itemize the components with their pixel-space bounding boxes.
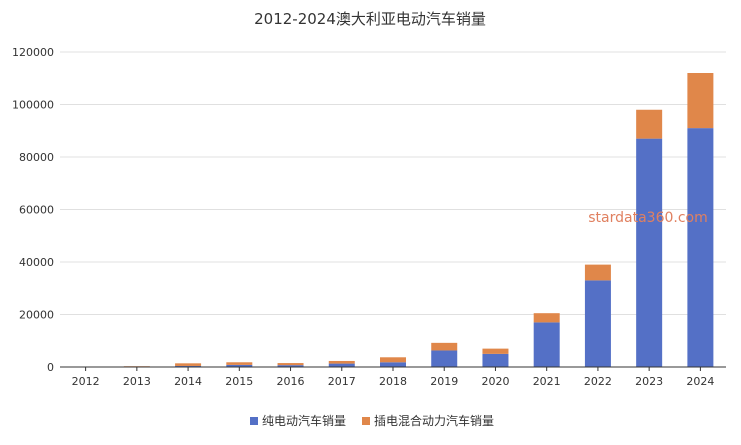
x-tick-label: 2015 xyxy=(225,375,253,388)
bar-bev-2020 xyxy=(482,353,509,367)
bar-phev-2016 xyxy=(277,363,304,366)
y-tick-label: 120000 xyxy=(12,46,54,59)
bar-bev-2023 xyxy=(636,138,663,367)
x-tick-label: 2016 xyxy=(277,375,305,388)
x-tick-label: 2017 xyxy=(328,375,356,388)
bar-bev-2022 xyxy=(584,280,611,367)
bar-bev-2019 xyxy=(431,350,458,367)
x-tick-label: 2022 xyxy=(584,375,612,388)
y-tick-label: 60000 xyxy=(19,204,54,217)
bar-bev-2017 xyxy=(328,363,355,367)
chart-title: 2012-2024澳大利亚电动汽车销量 xyxy=(254,10,486,28)
bar-bev-2018 xyxy=(380,362,406,367)
bar-phev-2020 xyxy=(482,348,509,354)
bar-bev-2016 xyxy=(277,365,304,367)
axis-layer: 0 20000 40000 60000 80000 100000 120000 2012 201… xyxy=(12,46,726,388)
y-tick-label: 100000 xyxy=(12,99,54,112)
x-tick-label: 2019 xyxy=(430,375,458,388)
bar-phev-2023 xyxy=(636,109,663,139)
bar-phev-2024 xyxy=(687,73,714,129)
bar-bev-2014 xyxy=(175,365,202,367)
legend-swatch-0 xyxy=(250,417,258,425)
x-tick-label: 2024 xyxy=(686,375,714,388)
bar-bev-2015 xyxy=(226,364,253,367)
x-tick-label: 2023 xyxy=(635,375,663,388)
bar-phev-2017 xyxy=(328,360,355,364)
bar-phev-2022 xyxy=(584,264,611,281)
legend-swatch-1 xyxy=(362,417,370,425)
bar-phev-2015 xyxy=(226,362,253,365)
y-tick-label: 20000 xyxy=(19,309,54,322)
x-tick-label: 2020 xyxy=(481,375,509,388)
y-tick-label: 0 xyxy=(47,361,54,374)
x-tick-label: 2012 xyxy=(72,375,100,388)
x-tick-label: 2021 xyxy=(533,375,561,388)
legend: 纯电动汽车销量 插电混合动力汽车销量 xyxy=(250,413,494,428)
watermark: stardata360.com xyxy=(588,210,707,226)
bar-phev-2021 xyxy=(533,313,560,323)
bar-phev-2018 xyxy=(380,357,406,363)
bar-bev-2024 xyxy=(687,128,714,367)
bar-phev-2014 xyxy=(175,363,202,366)
bar-phev-2019 xyxy=(431,342,458,351)
y-tick-label: 40000 xyxy=(19,256,54,269)
y-tick-label: 80000 xyxy=(19,151,54,164)
grid-layer xyxy=(60,51,726,368)
x-tick-label: 2018 xyxy=(379,375,407,388)
bar-layer xyxy=(72,73,714,367)
legend-label-1: 插电混合动力汽车销量 xyxy=(374,413,494,428)
legend-label-0: 纯电动汽车销量 xyxy=(262,413,346,428)
x-tick-label: 2014 xyxy=(174,375,202,388)
bar-bev-2021 xyxy=(533,322,560,367)
x-tick-label: 2013 xyxy=(123,375,151,388)
